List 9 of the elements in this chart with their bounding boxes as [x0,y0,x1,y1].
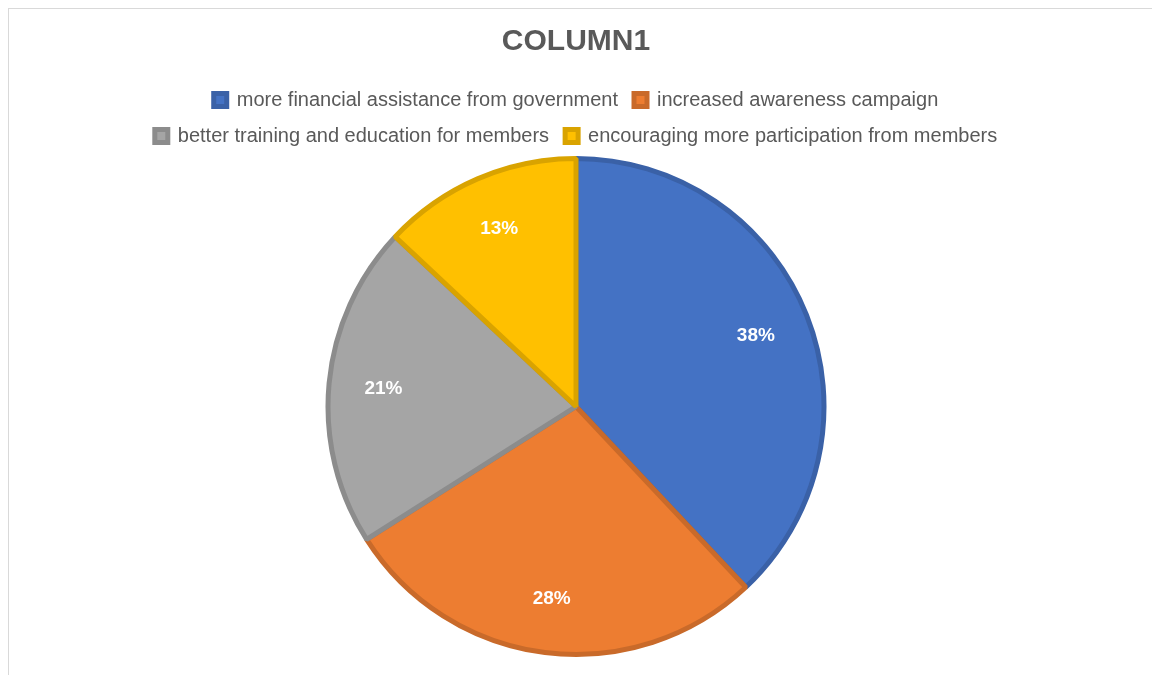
chart-title: COLUMN1 [501,23,651,57]
data-label: 38% [736,323,775,345]
legend-label: encouraging more participation from members [588,123,998,146]
legend-label: more financial assistance from government [236,87,619,110]
data-label: 21% [364,376,403,398]
data-label: 13% [480,217,519,239]
legend-label: increased awareness campaign [657,87,939,110]
data-label: 28% [532,586,571,608]
legend-label: better training and education for members [177,123,550,146]
